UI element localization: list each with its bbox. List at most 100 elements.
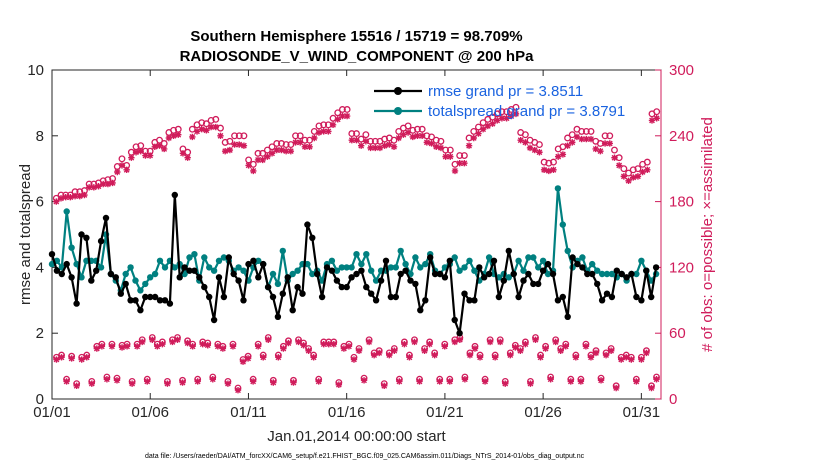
- obs-possible-marker: [395, 127, 403, 135]
- obs-assimilated-marker: [491, 354, 499, 361]
- obs-assimilated-marker: [229, 343, 237, 350]
- obs-assimilated-marker: [634, 173, 642, 180]
- obs-assimilated-marker: [390, 143, 398, 150]
- rmse-point: [122, 280, 129, 288]
- rmse-point: [535, 280, 542, 288]
- rmse-point: [48, 251, 56, 258]
- obs-assimilated-marker: [421, 347, 428, 354]
- totalspread-point: [147, 274, 154, 281]
- totalspread-point: [539, 257, 547, 264]
- obs-assimilated-marker: [623, 354, 630, 361]
- rmse-point: [147, 293, 154, 301]
- obs-possible-marker: [278, 140, 285, 147]
- rmse-point: [201, 283, 208, 291]
- obs-assimilated-marker: [376, 144, 384, 152]
- obs-assimilated-marker: [234, 387, 242, 394]
- rmse-point: [142, 293, 149, 301]
- totalspread-point: [191, 251, 198, 258]
- totalspread-point: [161, 264, 169, 271]
- obs-assimilated-marker: [71, 192, 79, 200]
- obs-assimilated-marker: [537, 354, 544, 361]
- obs-possible-marker: [212, 115, 220, 123]
- obs-assimilated-marker: [456, 160, 463, 167]
- totalspread-point: [122, 270, 129, 278]
- obs-assimilated-marker: [426, 340, 433, 348]
- totalspread-point: [171, 264, 178, 271]
- obs-assimilated-marker: [607, 347, 615, 354]
- obs-assimilated-marker: [567, 378, 574, 385]
- rmse-point: [269, 293, 277, 301]
- obs-assimilated-marker: [381, 142, 388, 149]
- obs-possible-marker: [198, 119, 206, 127]
- obs-assimilated-marker: [620, 173, 628, 180]
- obs-assimilated-marker: [345, 343, 353, 350]
- rmse-point: [377, 277, 385, 284]
- obs-assimilated-marker: [104, 180, 112, 188]
- obs-assimilated-marker: [436, 378, 443, 385]
- rmse-point: [397, 270, 404, 278]
- totalspread-point: [392, 264, 399, 271]
- obs-assimilated-marker: [639, 168, 646, 176]
- obs-assimilated-marker: [542, 345, 549, 352]
- totalspread-point: [201, 254, 208, 261]
- obs-assimilated-marker: [611, 154, 618, 161]
- y2-tick-label: 300: [669, 62, 694, 79]
- data-file-footer: data file: /Users/raeder/DAI/ATM_forcXX/…: [145, 453, 585, 460]
- rmse-point: [93, 267, 100, 274]
- obs-possible-marker: [118, 155, 126, 163]
- obs-assimilated-marker: [239, 358, 247, 365]
- totalspread-point: [220, 254, 228, 261]
- rmse-point: [53, 267, 61, 274]
- totalspread-point: [255, 257, 262, 264]
- totalspread-point: [289, 270, 296, 278]
- obs-assimilated-marker: [264, 153, 271, 160]
- rmse-point: [274, 313, 282, 320]
- obs-assimilated-marker: [123, 166, 130, 173]
- rmse-point: [495, 293, 503, 301]
- chart-title-line1: Southern Hemisphere 15516 / 15719 = 98.7…: [190, 28, 522, 45]
- obs-possible-marker: [634, 165, 642, 173]
- obs-assimilated-marker: [179, 379, 186, 386]
- obs-assimilated-marker: [497, 338, 504, 346]
- series-lines: [48, 185, 660, 337]
- obs-assimilated-marker: [68, 355, 75, 362]
- obs-assimilated-marker: [532, 336, 539, 343]
- obs-assimilated-marker: [67, 194, 74, 201]
- totalspread-point: [210, 267, 218, 274]
- obs-assimilated-marker: [146, 152, 154, 159]
- totalspread-point: [598, 270, 606, 278]
- obs-assimilated-marker: [517, 347, 524, 354]
- obs-assimilated-marker: [564, 142, 571, 149]
- obs-assimilated-marker: [507, 351, 514, 359]
- rmse-point: [230, 270, 237, 278]
- obs-possible-marker: [446, 146, 454, 154]
- rmse-point: [343, 283, 350, 291]
- obs-assimilated-marker: [648, 117, 656, 124]
- obs-assimilated-marker: [224, 380, 232, 387]
- rmse-point: [574, 260, 581, 268]
- obs-assimilated-marker: [466, 351, 474, 359]
- obs-possible-marker: [432, 136, 440, 144]
- obs-assimilated-marker: [602, 351, 610, 359]
- rmse-point: [260, 260, 267, 268]
- obs-assimilated-marker: [597, 377, 605, 384]
- obs-possible-marker: [418, 125, 426, 133]
- rmse-point: [181, 264, 188, 271]
- obs-assimilated-marker: [414, 132, 421, 139]
- rmse-point: [451, 316, 458, 324]
- totalspread-point: [564, 247, 571, 255]
- obs-assimilated-marker: [597, 147, 604, 155]
- obs-assimilated-marker: [240, 142, 248, 149]
- totalspread-point: [520, 267, 527, 274]
- obs-possible-marker: [643, 158, 651, 166]
- obs-assimilated-marker: [471, 345, 479, 352]
- rmse-point: [407, 277, 414, 284]
- obs-assimilated-marker: [57, 195, 65, 202]
- totalspread-point: [387, 264, 395, 271]
- obs-assimilated-marker: [193, 128, 201, 135]
- totalspread-point: [348, 264, 355, 271]
- obs-assimilated-marker: [217, 132, 224, 139]
- obs-assimilated-marker: [481, 378, 489, 385]
- totalspread-point: [505, 274, 512, 281]
